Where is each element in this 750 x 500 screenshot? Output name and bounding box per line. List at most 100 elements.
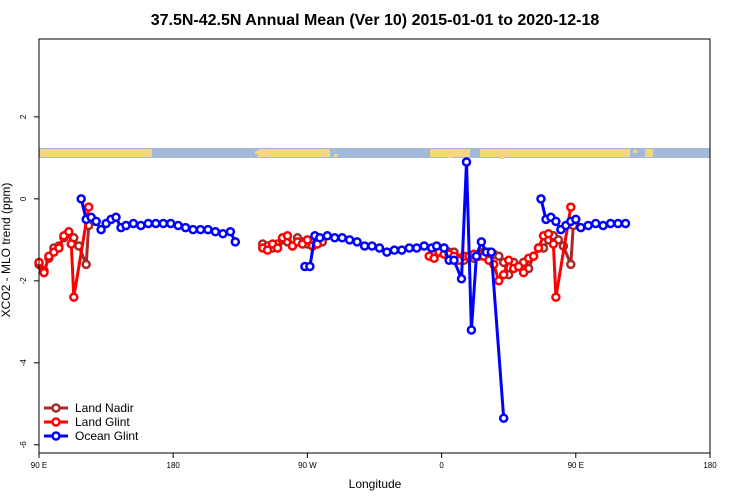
map-island [633,150,637,153]
series-line-ocean-glint [304,161,506,419]
x-tick-label: 180 [167,461,181,470]
data-point-ocean-glint [419,241,429,251]
data-point-land-glint [543,228,554,239]
data-point-ocean-glint [344,235,355,245]
data-point-ocean-glint [382,247,392,257]
data-point-ocean-glint [486,247,497,257]
map-island [334,154,338,157]
data-point-ocean-glint [449,255,459,266]
data-point-land-glint [272,243,283,253]
data-point-ocean-glint [590,218,601,229]
legend-label-land-glint: Land Glint [75,415,130,429]
series-line-land-glint [37,206,91,298]
data-point-ocean-glint [210,226,221,237]
data-point-ocean-glint [551,216,561,227]
data-point-land-nadir [494,251,504,261]
y-tick-label: -4 [19,359,28,367]
world-map-strip [39,148,710,159]
data-point-ocean-glint [121,220,131,231]
data-point-ocean-glint [136,220,146,231]
data-point-ocean-glint [230,237,241,247]
data-point-ocean-glint [359,241,370,251]
data-point-ocean-glint [476,237,487,247]
data-point-land-glint [528,251,539,261]
data-point-ocean-glint [439,243,449,253]
x-tick-label: 90 E [31,461,47,470]
data-point-ocean-glint [165,218,176,229]
legend-entry-ocean-glint: Ocean Glint [44,429,139,443]
data-point-ocean-glint [352,237,362,247]
legend-label-land-nadir: Land Nadir [75,401,134,415]
data-point-land-glint [83,202,94,212]
data-point-ocean-glint [158,218,169,229]
map-land-patch [258,149,330,157]
map-island [448,155,452,158]
map-island [500,156,504,159]
data-point-land-glint [513,261,524,272]
data-point-land-glint [69,292,79,302]
map-land-patch [40,149,152,157]
legend-label-ocean-glint: Ocean Glint [75,429,139,443]
data-point-land-glint [262,245,273,255]
data-point-land-glint [66,239,77,249]
y-tick-label: -6 [19,441,28,449]
y-tick-label: -2 [19,277,28,285]
data-point-ocean-glint [536,194,546,204]
data-point-ocean-glint [96,224,106,235]
data-point-ocean-glint [498,413,509,423]
x-axis-label: Longitude [349,477,402,491]
y-axis: 2 0 -2 -4 -6 [19,114,39,448]
data-point-ocean-glint [576,222,586,233]
legend: Land Nadir Land Glint Ocean Glint [44,401,139,443]
data-point-ocean-glint [583,220,593,231]
data-point-land-glint [498,269,509,280]
data-point-ocean-glint [431,241,442,251]
data-point-ocean-glint [404,243,415,253]
data-point-land-glint [548,239,559,249]
data-point-ocean-glint [456,274,467,284]
data-point-ocean-glint [571,214,581,225]
data-point-ocean-glint [620,218,631,229]
legend-marker-land-glint [51,417,61,427]
chart-title: 37.5N-42.5N Annual Mean (Ver 10) 2015-01… [151,12,600,29]
data-point-ocean-glint [337,233,347,243]
data-point-ocean-glint [411,243,422,253]
x-axis: 90 E 180 90 W 0 90 E 180 [31,453,717,470]
legend-marker-ocean-glint [51,431,61,441]
data-point-land-glint [533,243,544,253]
data-point-land-glint [39,267,49,278]
x-tick-label: 180 [703,461,717,470]
data-point-ocean-glint [76,194,86,204]
data-point-ocean-glint [598,220,608,231]
data-point-land-glint [503,255,514,266]
data-point-land-glint [518,267,529,278]
data-point-land-nadir [81,259,91,270]
data-point-land-glint [54,243,64,253]
data-point-land-nadir [566,259,576,270]
x-tick-label: 90 W [298,461,317,470]
legend-entry-land-glint: Land Glint [44,415,130,429]
data-point-ocean-glint [188,224,198,235]
data-point-ocean-glint [218,228,228,239]
data-point-land-glint [282,231,293,241]
data-point-land-glint [64,226,74,237]
data-point-ocean-glint [613,218,623,229]
data-point-land-glint [429,253,439,264]
map-land-patch [430,149,470,157]
series-layer [34,157,631,423]
data-point-ocean-glint [605,218,616,229]
data-point-land-glint [566,202,576,212]
map-ocean-band [39,148,710,158]
legend-entry-land-nadir: Land Nadir [44,401,134,415]
data-point-land-glint [494,276,504,286]
data-point-ocean-glint [471,251,482,261]
data-point-ocean-glint [461,157,472,167]
map-island [462,150,466,153]
y-tick-label: 2 [19,114,28,119]
data-point-ocean-glint [305,261,315,272]
data-point-land-glint [302,235,313,245]
data-point-ocean-glint [367,241,377,251]
data-point-ocean-glint [128,218,139,229]
data-point-ocean-glint [91,216,101,227]
